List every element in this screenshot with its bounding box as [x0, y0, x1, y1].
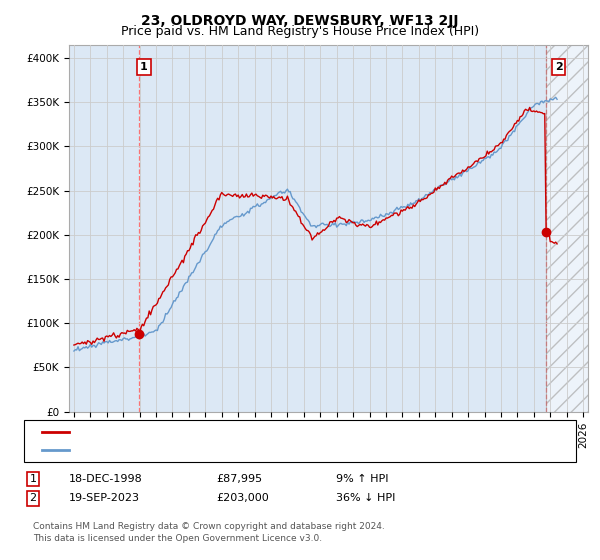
Text: 23, OLDROYD WAY, DEWSBURY, WF13 2JJ (detached house): 23, OLDROYD WAY, DEWSBURY, WF13 2JJ (det… — [75, 427, 406, 437]
Text: £203,000: £203,000 — [216, 493, 269, 503]
Text: 1: 1 — [140, 62, 148, 72]
Text: 18-DEC-1998: 18-DEC-1998 — [69, 474, 143, 484]
Bar — [545, 45, 588, 412]
Text: £87,995: £87,995 — [216, 474, 262, 484]
Text: HPI: Average price, detached house, Kirklees: HPI: Average price, detached house, Kirk… — [75, 445, 325, 455]
Text: 23, OLDROYD WAY, DEWSBURY, WF13 2JJ: 23, OLDROYD WAY, DEWSBURY, WF13 2JJ — [141, 14, 459, 28]
Bar — [545, 45, 588, 412]
Text: 2: 2 — [29, 493, 37, 503]
Text: 2: 2 — [555, 62, 563, 72]
Text: 1: 1 — [29, 474, 37, 484]
Text: 36% ↓ HPI: 36% ↓ HPI — [336, 493, 395, 503]
Text: 9% ↑ HPI: 9% ↑ HPI — [336, 474, 389, 484]
Text: Price paid vs. HM Land Registry's House Price Index (HPI): Price paid vs. HM Land Registry's House … — [121, 25, 479, 38]
Text: Contains HM Land Registry data © Crown copyright and database right 2024.
This d: Contains HM Land Registry data © Crown c… — [33, 522, 385, 543]
Text: 19-SEP-2023: 19-SEP-2023 — [69, 493, 140, 503]
